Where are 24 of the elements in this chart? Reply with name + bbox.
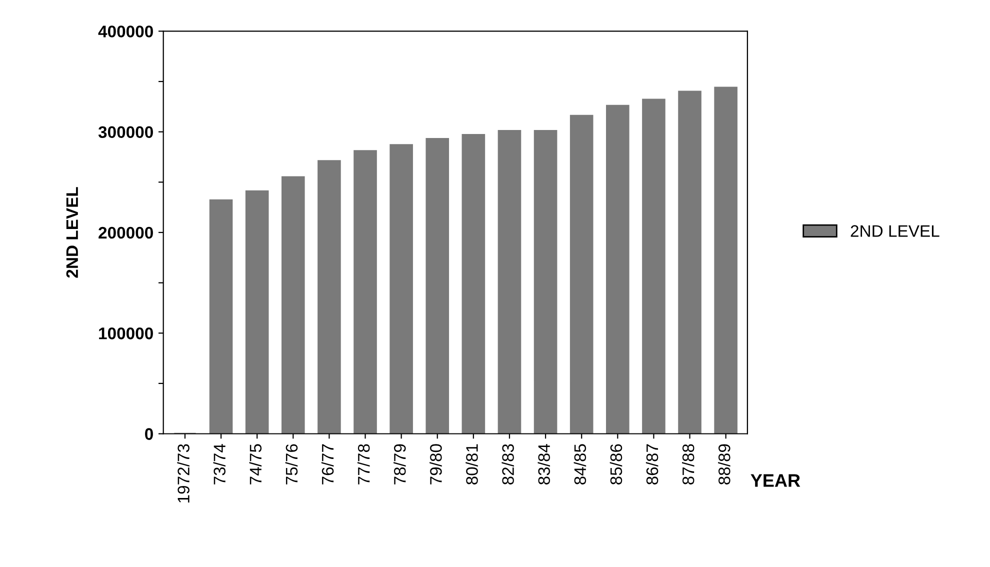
- y-tick-label: 100000: [99, 328, 153, 340]
- x-tick-label: 85/86: [610, 444, 622, 484]
- x-tick-label: 77/78: [357, 444, 370, 484]
- x-tick-label: 76/77: [321, 444, 334, 484]
- x-tick-label: 84/85: [574, 444, 586, 484]
- x-axis-title: YEAR: [750, 474, 800, 487]
- x-tick-label: 88/89: [718, 444, 730, 484]
- x-tick-label: 79/80: [430, 444, 442, 484]
- y-tick-label: 0: [145, 428, 153, 440]
- y-tick-label: 400000: [98, 26, 153, 38]
- y-axis-title: 2ND LEVEL: [66, 187, 78, 278]
- x-tick-label: 86/87: [646, 444, 658, 484]
- x-tick-label: 83/84: [538, 444, 550, 484]
- x-tick-label: 75/76: [285, 444, 298, 484]
- legend-label: 2ND LEVEL: [850, 225, 940, 237]
- x-tick-label: 74/75: [249, 444, 262, 484]
- y-tick-label: 200000: [98, 226, 153, 239]
- y-tick-label: 300000: [98, 126, 153, 138]
- x-tick-label: 1972/73: [177, 444, 190, 502]
- x-tick-label: 78/79: [394, 444, 406, 484]
- x-tick-label: 87/88: [682, 444, 694, 484]
- x-tick-label: 82/83: [502, 444, 514, 484]
- x-tick-label: 80/81: [466, 444, 478, 484]
- x-tick-label: 73/74: [213, 444, 226, 484]
